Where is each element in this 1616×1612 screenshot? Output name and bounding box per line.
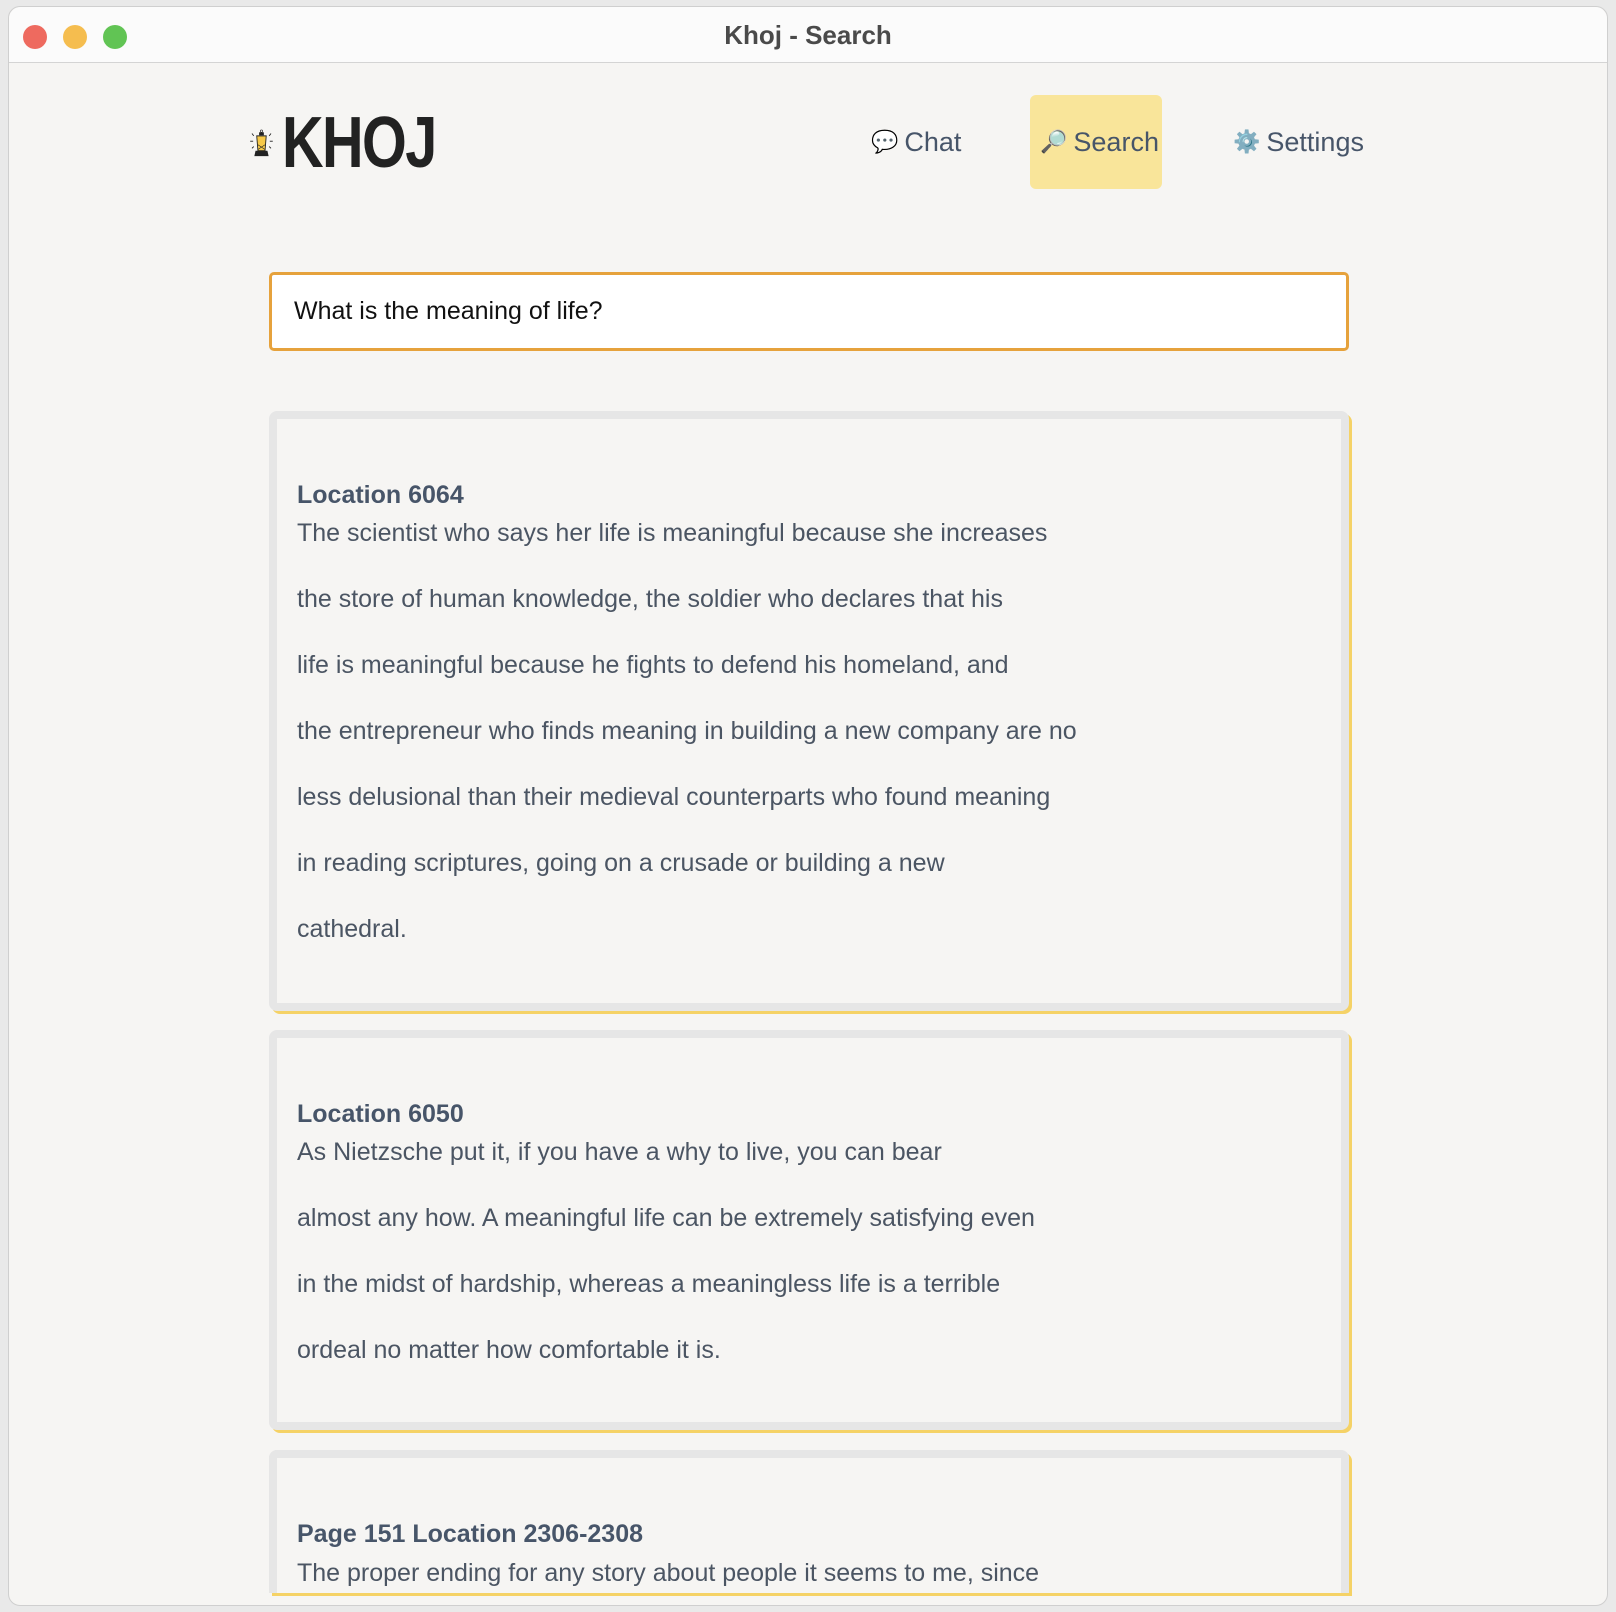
result-card[interactable]: Page 151 Location 2306-2308 The proper e… <box>269 1450 1349 1593</box>
result-line: ordeal no matter how comfortable it is. <box>297 1336 721 1364</box>
result-line: The proper ending for any story about pe… <box>297 1559 1040 1587</box>
nav-search[interactable]: 🔎 Search <box>1030 95 1162 189</box>
result-line: almost any how. A meaningful life can be… <box>297 1204 1035 1232</box>
maximize-button[interactable] <box>103 25 127 49</box>
result-line: in reading scriptures, going on a crusad… <box>297 849 945 877</box>
result-text: The scientist who says her life is meani… <box>297 500 1321 962</box>
lantern-icon <box>250 129 273 157</box>
result-title: Page 151 Location 2306-2308 <box>297 1520 644 1548</box>
result-line: the store of human knowledge, the soldie… <box>297 585 1003 613</box>
result-line: the entrepreneur who finds meaning in bu… <box>297 717 1077 745</box>
nav-chat[interactable]: 💬 Chat <box>861 95 971 189</box>
window-title: Khoj - Search <box>724 20 892 50</box>
result-line: life is meaningful because he fights to … <box>297 651 1009 679</box>
result-title: Location 6064 <box>297 481 464 509</box>
nav-settings-label: Settings <box>1266 126 1364 157</box>
close-button[interactable] <box>23 25 47 49</box>
app-window: Khoj - Search KHOJ 💬 Chat 🔎 Search ⚙️ Se… <box>8 6 1608 1606</box>
result-line: less delusional than their medieval coun… <box>297 783 1051 811</box>
speech-bubble-icon: 💬 <box>871 129 899 154</box>
magnifier-icon: 🔎 <box>1040 129 1068 154</box>
search-input[interactable] <box>269 272 1349 351</box>
result-text: The proper ending for any story about pe… <box>297 1553 1321 1593</box>
result-title: Location 6050 <box>297 1100 464 1128</box>
result-line: cathedral. <box>297 915 407 943</box>
gear-icon: ⚙️ <box>1233 129 1261 154</box>
result-card[interactable]: Location 6050 As Nietzsche put it, if yo… <box>269 1030 1349 1430</box>
title-bar: Khoj - Search <box>9 7 1607 63</box>
nav-chat-label: Chat <box>904 126 962 157</box>
result-line: As Nietzsche put it, if you have a why t… <box>297 1138 942 1166</box>
minimize-button[interactable] <box>63 25 87 49</box>
khoj-logo[interactable]: KHOJ <box>249 97 474 189</box>
result-text: As Nietzsche put it, if you have a why t… <box>297 1119 1321 1383</box>
result-line: in the midst of hardship, whereas a mean… <box>297 1270 1001 1298</box>
nav-search-label: Search <box>1073 126 1159 157</box>
result-card[interactable]: Location 6064 The scientist who says her… <box>269 411 1349 1011</box>
result-line: The scientist who says her life is meani… <box>297 519 1048 547</box>
logo-text: KHOJ <box>281 103 437 183</box>
nav-settings[interactable]: ⚙️ Settings <box>1223 95 1374 189</box>
